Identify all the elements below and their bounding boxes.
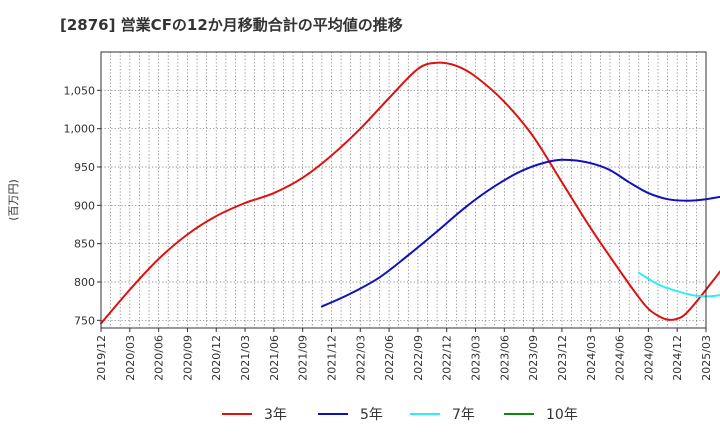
y-tick-label: 800 (74, 276, 95, 289)
x-tick-label: 2021/03 (239, 335, 252, 381)
x-tick-label: 2023/06 (498, 335, 511, 381)
x-tick-label: 2023/12 (556, 335, 569, 381)
y-tick-label: 1,050 (64, 84, 96, 97)
y-tick-label: 1,000 (64, 123, 96, 136)
x-tick-label: 2022/12 (441, 335, 454, 381)
y-axis-label-group: (百万円) (7, 179, 20, 221)
x-tick-label: 2020/03 (124, 335, 137, 381)
x-tick-label: 2021/06 (268, 335, 281, 381)
legend: 3年 5年 7年 10年 (222, 407, 578, 423)
x-tick-label: 2022/09 (412, 335, 425, 381)
x-tick-label: 2021/12 (325, 335, 338, 381)
x-tick-label: 2023/09 (527, 335, 540, 381)
plot-area (101, 52, 706, 328)
x-tick-label: 2024/06 (614, 335, 627, 381)
y-tick-label: 850 (74, 238, 95, 251)
chart-title: [2876] 営業CFの12か月移動合計の平均値の推移 (60, 16, 403, 34)
x-tick-label: 2022/06 (383, 335, 396, 381)
series-line-3 (637, 271, 720, 298)
series-line-1 (100, 61, 720, 325)
legend-label-4: 10年 (546, 407, 578, 423)
x-tick-label: 2019/12 (95, 335, 108, 381)
x-tick-label: 2024/09 (642, 335, 655, 381)
x-tick-label: 2020/12 (210, 335, 223, 381)
y-ticks: 750 800 850 900 950 1,000 1,050 (64, 84, 101, 327)
y-axis-label: (百万円) (7, 179, 20, 221)
x-ticks: 2019/12 2020/03 2020/06 2020/09 2020/12 2021/… (95, 328, 713, 381)
series-line-2 (320, 158, 720, 308)
x-tick-label: 2024/12 (671, 335, 684, 381)
legend-label-2: 5年 (360, 407, 383, 423)
legend-label-1: 3年 (264, 407, 287, 423)
y-tick-label: 900 (74, 199, 95, 212)
x-tick-label: 2025/03 (700, 335, 713, 381)
plot-frame (100, 51, 707, 329)
x-tick-label: 2023/03 (470, 335, 483, 381)
y-tick-label: 750 (74, 314, 95, 327)
x-tick-label: 2020/09 (181, 335, 194, 381)
series-group (100, 61, 720, 325)
x-tick-label: 2022/03 (354, 335, 367, 381)
y-tick-label: 950 (74, 161, 95, 174)
x-tick-label: 2020/06 (153, 335, 166, 381)
x-tick-label: 2024/03 (585, 335, 598, 381)
legend-label-3: 7年 (452, 407, 475, 423)
x-tick-label: 2021/09 (297, 335, 310, 381)
